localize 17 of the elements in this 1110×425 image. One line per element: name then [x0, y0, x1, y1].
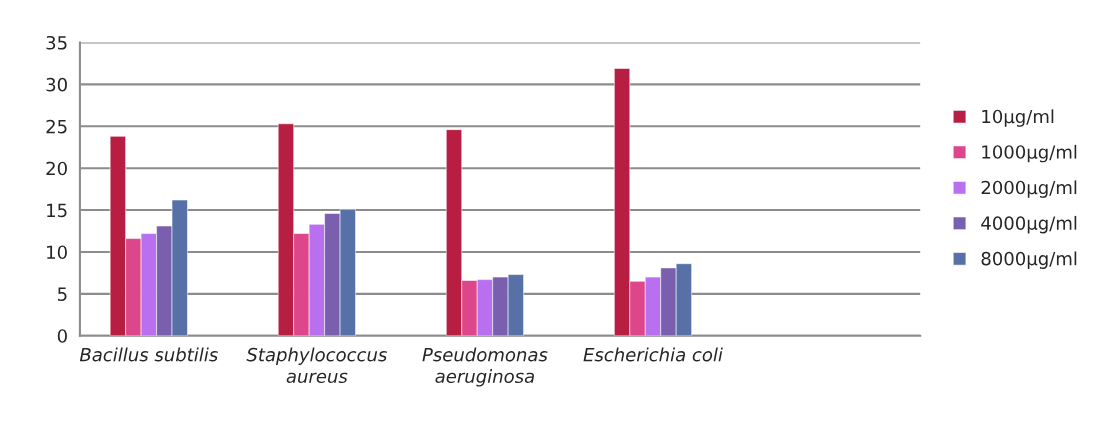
x-tick-label: Bacillus subtilis: [79, 347, 218, 362]
y-tick-label: 0: [57, 329, 67, 343]
legend-label: 8000µg/ml: [981, 251, 1077, 269]
y-tick-label: 25: [46, 119, 67, 134]
legend-label: 2000µg/ml: [981, 180, 1077, 198]
legend-label: 4000µg/ml: [981, 215, 1077, 234]
x-tick-label: Escherichia coli: [583, 347, 723, 362]
y-tick-label: 15: [47, 203, 67, 218]
y-tick-label: 10: [47, 245, 67, 260]
y-tick-label: 5: [58, 287, 67, 301]
y-tick-label: 20: [46, 161, 67, 176]
x-tick-label: Pseudomonas aeruginosa: [422, 347, 548, 387]
y-tick-label: 35: [46, 35, 67, 50]
y-tick-label: 30: [46, 77, 67, 92]
x-tick-label: Staphylococcus aureus: [246, 347, 387, 384]
legend-label: 10µg/ml: [982, 109, 1054, 127]
legend-label: 1000µg/ml: [982, 144, 1077, 163]
